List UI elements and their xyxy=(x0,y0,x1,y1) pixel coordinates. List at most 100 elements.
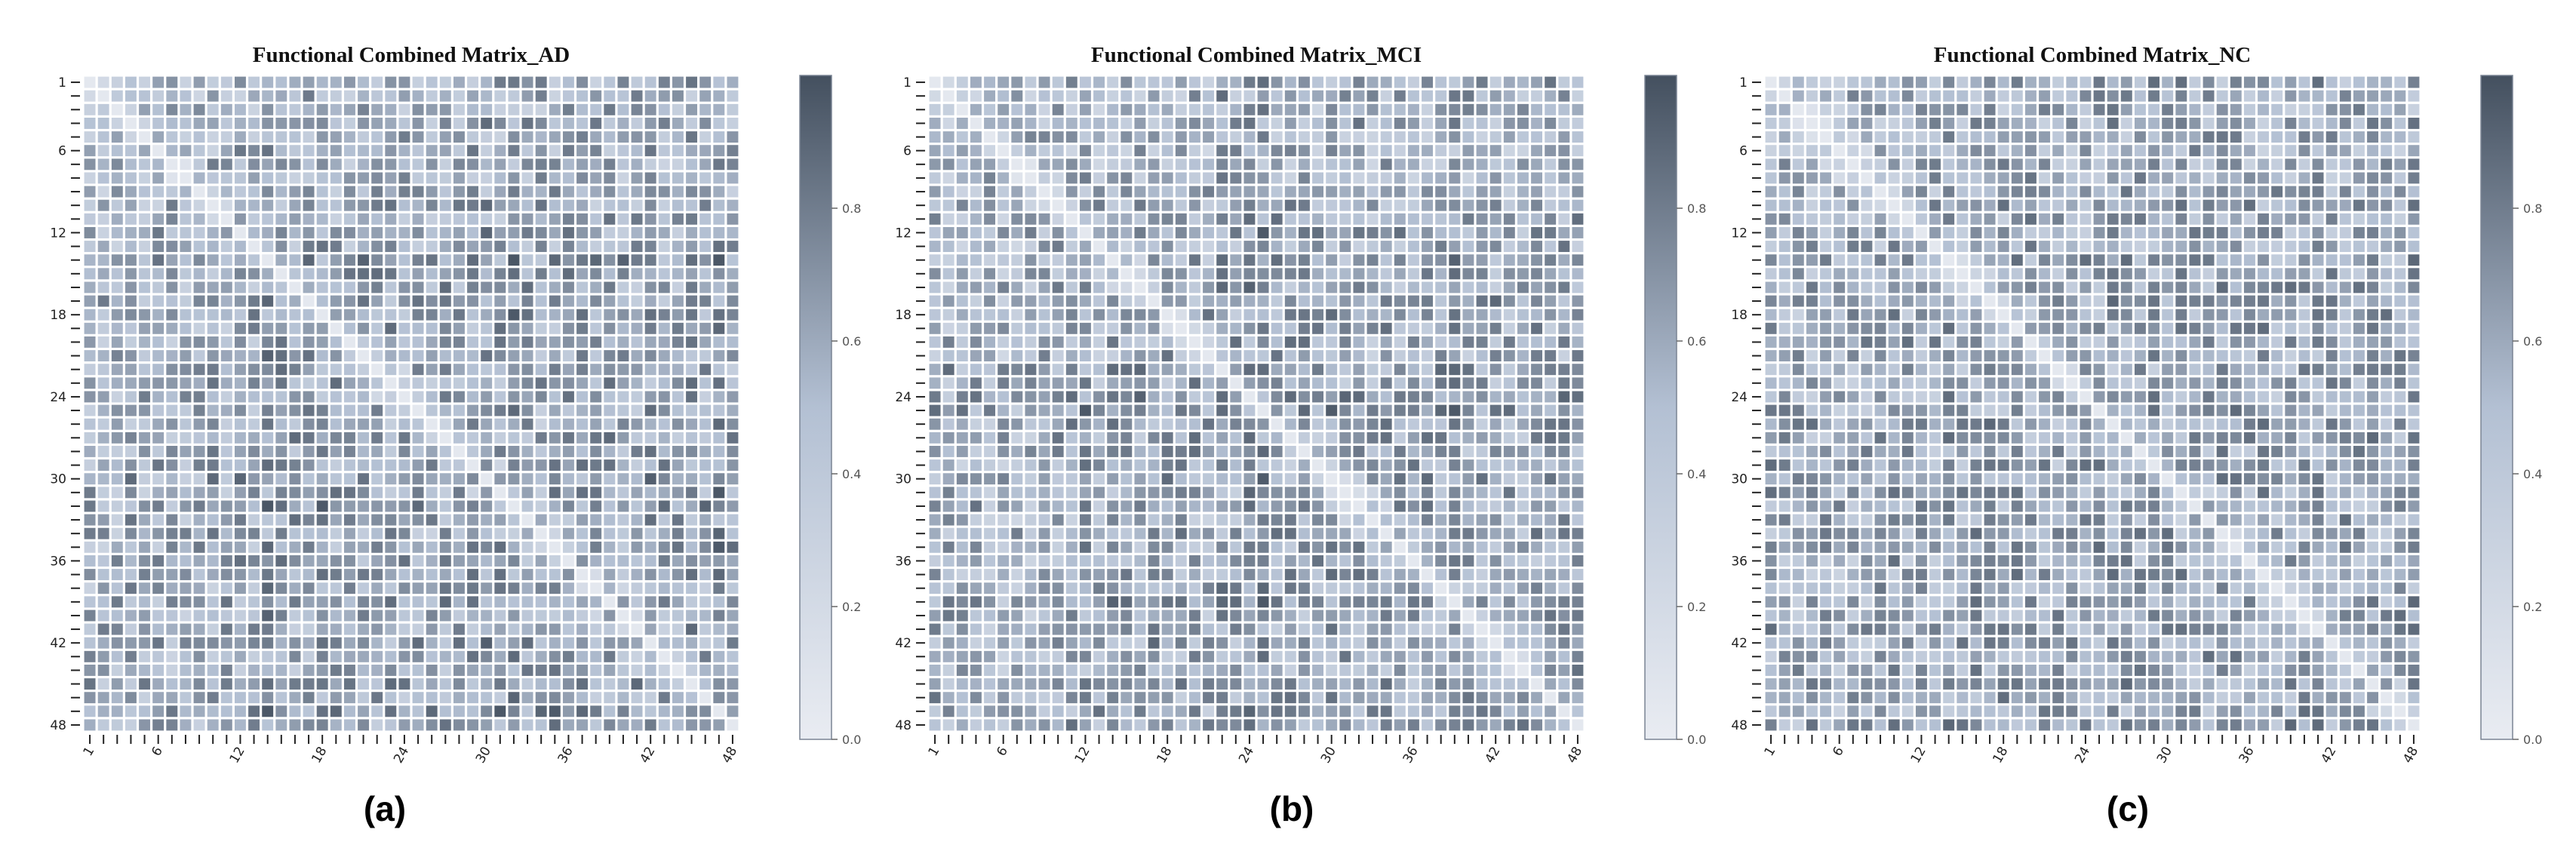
heatmap-cell xyxy=(1120,309,1133,321)
heatmap-cell xyxy=(1380,199,1392,211)
heatmap-cell xyxy=(1503,404,1515,416)
heatmap-cell xyxy=(713,404,725,416)
heatmap-cell xyxy=(1339,309,1351,321)
heatmap-cell xyxy=(1545,637,1557,649)
heatmap-cell xyxy=(1366,131,1379,143)
heatmap-cell xyxy=(1093,527,1105,539)
heatmap-cell xyxy=(1271,90,1283,102)
heatmap-cell xyxy=(1093,172,1105,184)
heatmap-cell xyxy=(84,404,96,416)
heatmap-cell xyxy=(1065,322,1077,334)
heatmap-cell xyxy=(111,145,123,157)
heatmap-cell xyxy=(1489,664,1502,676)
heatmap-cell xyxy=(1312,186,1324,198)
heatmap-cell xyxy=(1161,664,1173,676)
heatmap-cell xyxy=(371,418,383,430)
heatmap-cell xyxy=(521,377,533,389)
heatmap-cell xyxy=(193,678,205,690)
heatmap-cell xyxy=(1175,596,1187,608)
heatmap-cell xyxy=(672,527,684,539)
heatmap-cell xyxy=(262,158,274,171)
heatmap-cell xyxy=(262,322,274,334)
heatmap-cell xyxy=(1148,172,1160,184)
heatmap-cell xyxy=(481,158,493,171)
heatmap-cell xyxy=(699,364,712,376)
heatmap-cell xyxy=(644,719,656,731)
heatmap-cell xyxy=(1107,131,1119,143)
heatmap-cell xyxy=(1203,295,1215,307)
heatmap-cell xyxy=(426,610,438,622)
heatmap-cell xyxy=(1203,487,1215,499)
heatmap-cell xyxy=(262,404,274,416)
heatmap-cell xyxy=(713,527,725,539)
heatmap-cell xyxy=(1298,241,1310,253)
heatmap-cell xyxy=(617,213,629,225)
heatmap-cell xyxy=(111,487,123,499)
heatmap-cell xyxy=(166,610,178,622)
heatmap-cell xyxy=(1572,103,1584,115)
heatmap-cell xyxy=(1531,158,1543,171)
heatmap-cell xyxy=(1449,199,1461,211)
heatmap-cell xyxy=(998,445,1010,457)
heatmap-cell xyxy=(549,131,561,143)
heatmap-cell xyxy=(412,131,424,143)
heatmap-cell xyxy=(358,596,370,608)
heatmap-cell xyxy=(371,404,383,416)
heatmap-cell xyxy=(686,705,698,717)
heatmap-cell xyxy=(631,487,643,499)
heatmap-cell xyxy=(1503,199,1515,211)
heatmap-cell xyxy=(97,172,109,184)
heatmap-cell xyxy=(248,213,260,225)
heatmap-cell xyxy=(590,295,602,307)
heatmap-cell xyxy=(984,391,996,403)
heatmap-cell xyxy=(439,158,451,171)
colorbar-tick-label: 0.0 xyxy=(1687,733,1706,747)
heatmap-cell xyxy=(1380,500,1392,512)
heatmap-cell xyxy=(207,555,219,567)
heatmap-cell xyxy=(998,678,1010,690)
heatmap-cell xyxy=(929,103,941,115)
heatmap-cell xyxy=(617,226,629,238)
heatmap-cell xyxy=(1134,172,1146,184)
heatmap-cell xyxy=(508,541,520,553)
heatmap-cell xyxy=(316,103,328,115)
heatmap-cell xyxy=(1079,213,1091,225)
heatmap-cell xyxy=(576,391,589,403)
heatmap-cell xyxy=(439,678,451,690)
heatmap-cell xyxy=(371,500,383,512)
heatmap-cell xyxy=(521,555,533,567)
heatmap-cell xyxy=(686,473,698,485)
heatmap-cell xyxy=(2052,103,2064,115)
heatmap-cell xyxy=(426,487,438,499)
heatmap-cell xyxy=(1476,199,1488,211)
heatmap-cell xyxy=(1093,500,1105,512)
heatmap-cell xyxy=(97,610,109,622)
heatmap-cell xyxy=(1339,678,1351,690)
heatmap-cell xyxy=(1107,281,1119,293)
heatmap-cell xyxy=(1148,487,1160,499)
heatmap-cell xyxy=(521,117,533,129)
heatmap-cell xyxy=(111,117,123,129)
heatmap-cell xyxy=(193,172,205,184)
y-tick-label: 36 xyxy=(895,554,911,569)
heatmap-cell xyxy=(1271,158,1283,171)
heatmap-cell xyxy=(1943,103,1955,115)
heatmap-cell xyxy=(234,90,246,102)
heatmap-cell xyxy=(166,103,178,115)
heatmap-cell xyxy=(289,377,301,389)
heatmap-cell xyxy=(303,336,315,348)
heatmap-cell xyxy=(97,213,109,225)
heatmap-cell xyxy=(1422,637,1434,649)
heatmap-cell xyxy=(1120,487,1133,499)
heatmap-cell xyxy=(453,650,465,662)
heatmap-cell xyxy=(412,555,424,567)
heatmap-cell xyxy=(1120,241,1133,253)
heatmap-cell xyxy=(152,527,164,539)
heatmap-cell xyxy=(398,186,410,198)
heatmap-cell xyxy=(453,596,465,608)
heatmap-cell xyxy=(1079,569,1091,581)
heatmap-cell xyxy=(590,364,602,376)
heatmap-cell xyxy=(1093,445,1105,457)
heatmap-cell xyxy=(631,705,643,717)
heatmap-cell xyxy=(1120,650,1133,662)
